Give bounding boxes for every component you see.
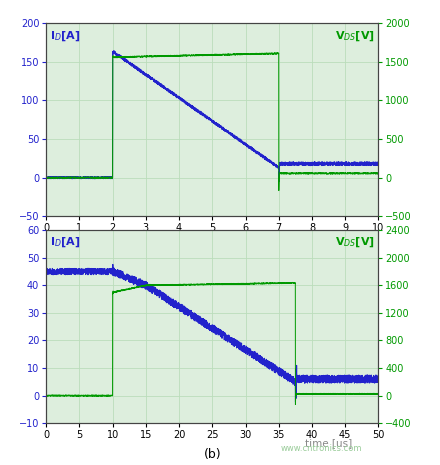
Text: V$_{DS}$[V]: V$_{DS}$[V] [335, 29, 375, 43]
Text: I$_D$[A]: I$_D$[A] [50, 236, 80, 250]
Text: (b): (b) [203, 448, 221, 461]
Text: (a): (a) [204, 241, 221, 254]
Text: I$_D$[A]: I$_D$[A] [50, 29, 80, 43]
Text: www.cntronics.com: www.cntronics.com [280, 445, 362, 453]
Text: time [us]: time [us] [304, 438, 352, 449]
Text: time [us]: time [us] [304, 230, 352, 240]
Text: V$_{DS}$[V]: V$_{DS}$[V] [335, 236, 375, 250]
